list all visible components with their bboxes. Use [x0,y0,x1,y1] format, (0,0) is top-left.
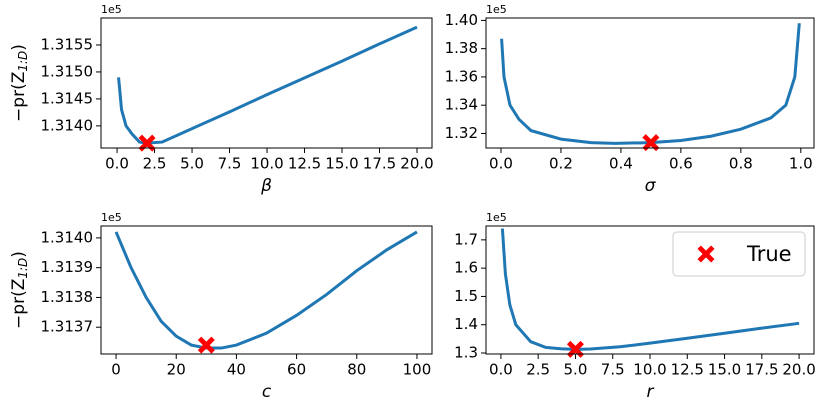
y-tick-label: 1.4 [454,315,478,333]
y-label-main: −pr(Z [9,72,29,122]
curve [117,25,418,145]
x-tick-label: 7.5 [601,361,625,379]
curve [500,23,801,145]
x-tick-label: 12.5 [288,155,321,173]
x-tick-label: 2.5 [526,361,550,379]
x-tick-label: 15.0 [325,155,358,173]
y-tick-label: 1.3138 [41,288,94,306]
true-marker [197,336,215,354]
x-tick-label: 1.0 [789,155,813,173]
y-tick-label: 1.3140 [41,228,94,246]
x-tick-label: 2.5 [143,155,167,173]
x-tick-label: 17.5 [745,361,778,379]
x-axis-label: σ [645,176,657,196]
y-tick-label: 1.7 [454,230,478,248]
x-axis-label: β [260,176,272,196]
offset-label: 1e5 [101,211,122,224]
axes-frame [485,17,815,149]
y-axis-label: −pr(Z1:D) [9,44,30,122]
y-tick-label: 1.3155 [41,35,94,53]
legend-box [672,231,806,277]
y-tick-label: 1.6 [454,259,478,277]
x-tick-label: 7.5 [218,155,242,173]
x-tick-label: 0.0 [489,361,513,379]
x-tick-label: 12.5 [671,361,704,379]
y-axis-label: −pr(Z1:D) [9,251,30,329]
y-label-close: ) [9,44,29,51]
curve [114,230,418,350]
x-tick-label: 0.6 [669,155,693,173]
x-tick-label: 10.0 [633,361,666,379]
x-tick-label: 0.4 [609,155,633,173]
axes-frame [100,225,433,355]
x-tick-label: 15.0 [708,361,741,379]
y-tick-label: 1.40 [445,11,478,29]
y-tick-label: 1.34 [445,96,478,114]
axes-frame [100,17,433,149]
y-tick-label: 1.32 [445,124,478,142]
x-tick-label: 0.0 [489,155,513,173]
y-tick-label: 1.3140 [41,116,94,134]
y-tick-label: 1.5 [454,287,478,305]
offset-label: 1e5 [486,211,507,224]
offset-label: 1e5 [486,3,507,16]
y-label-sub: 1:D [16,51,30,72]
y-tick-label: 1.3 [454,344,478,362]
legend-label: True [746,242,792,266]
y-label-main: −pr(Z [9,279,29,329]
y-tick-label: 1.3139 [41,258,94,276]
x-tick-label: 80 [347,361,366,379]
x-tick-label: 20 [167,361,186,379]
y-tick-label: 1.3150 [41,62,94,80]
x-tick-label: 100 [403,361,432,379]
true-marker [138,134,156,152]
legend-marker [697,245,715,263]
x-axis-label: c [262,382,272,402]
y-tick-label: 1.3137 [41,318,94,336]
x-tick-label: 10.0 [250,155,283,173]
y-tick-label: 1.36 [445,67,478,85]
y-tick-label: 1.3145 [41,89,94,107]
x-axis-label: r [647,382,655,402]
offset-label: 1e5 [101,3,122,16]
x-tick-label: 40 [227,361,246,379]
x-tick-label: 0 [111,361,121,379]
y-label-close: ) [9,251,29,258]
axes-frame [485,225,815,355]
true-marker [642,134,660,152]
x-tick-label: 0.8 [729,155,753,173]
x-tick-label: 20.0 [782,361,815,379]
x-tick-label: 5.0 [180,155,204,173]
x-tick-label: 0.0 [105,155,129,173]
y-tick-label: 1.38 [445,39,478,57]
x-tick-label: 5.0 [564,361,588,379]
x-tick-label: 60 [287,361,306,379]
y-label-sub: 1:D [16,258,30,279]
x-tick-label: 17.5 [363,155,396,173]
x-tick-label: 20.0 [400,155,433,173]
x-tick-label: 0.2 [549,155,573,173]
